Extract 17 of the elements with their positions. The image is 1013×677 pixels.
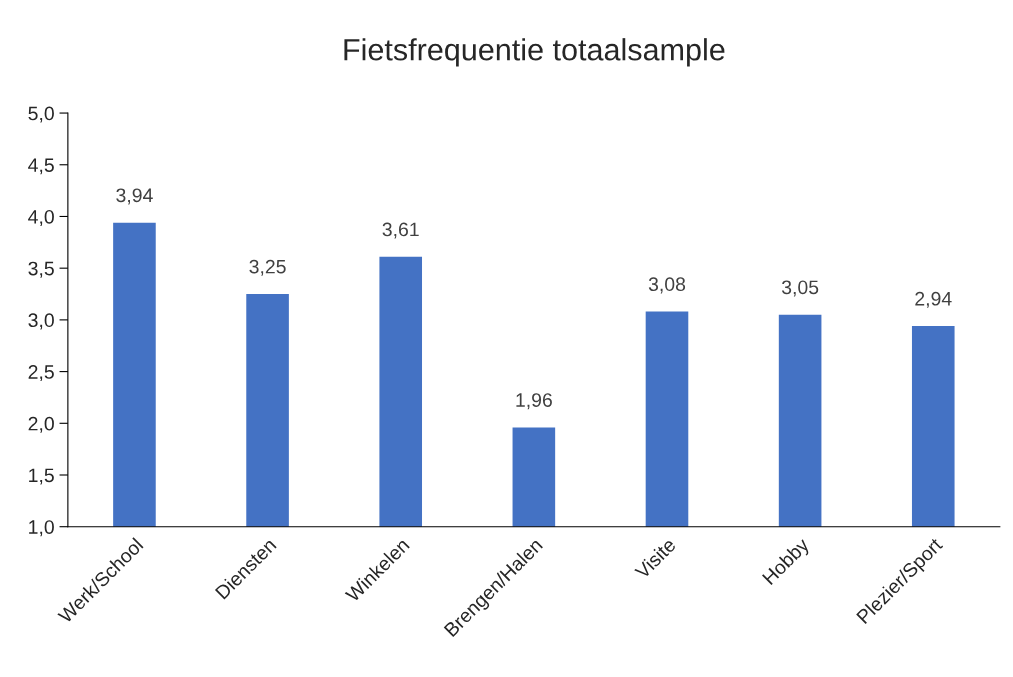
y-tick-label: 2,0	[28, 416, 54, 433]
y-tick-label: 1,5	[29, 468, 54, 485]
data-label: 3,08	[648, 277, 686, 294]
y-tick-label: 3,5	[28, 261, 54, 278]
data-label: 3,25	[249, 259, 286, 276]
chart-title: Fietsfrequentie totaalsample	[344, 38, 725, 67]
y-tick-label: 3,0	[28, 313, 54, 330]
data-label: 3,94	[116, 188, 153, 205]
y-tick-label: 2,5	[28, 365, 54, 382]
y-tick-label: 5,0	[28, 106, 54, 123]
data-label: 1,96	[516, 393, 552, 410]
data-label: 3,05	[781, 280, 819, 297]
y-tick-label: 1,0	[29, 520, 54, 537]
y-tick-label: 4,5	[28, 158, 54, 175]
y-tick-label: 4,0	[28, 209, 54, 226]
data-label: 2,94	[915, 291, 952, 308]
data-label: 3,61	[382, 222, 419, 239]
